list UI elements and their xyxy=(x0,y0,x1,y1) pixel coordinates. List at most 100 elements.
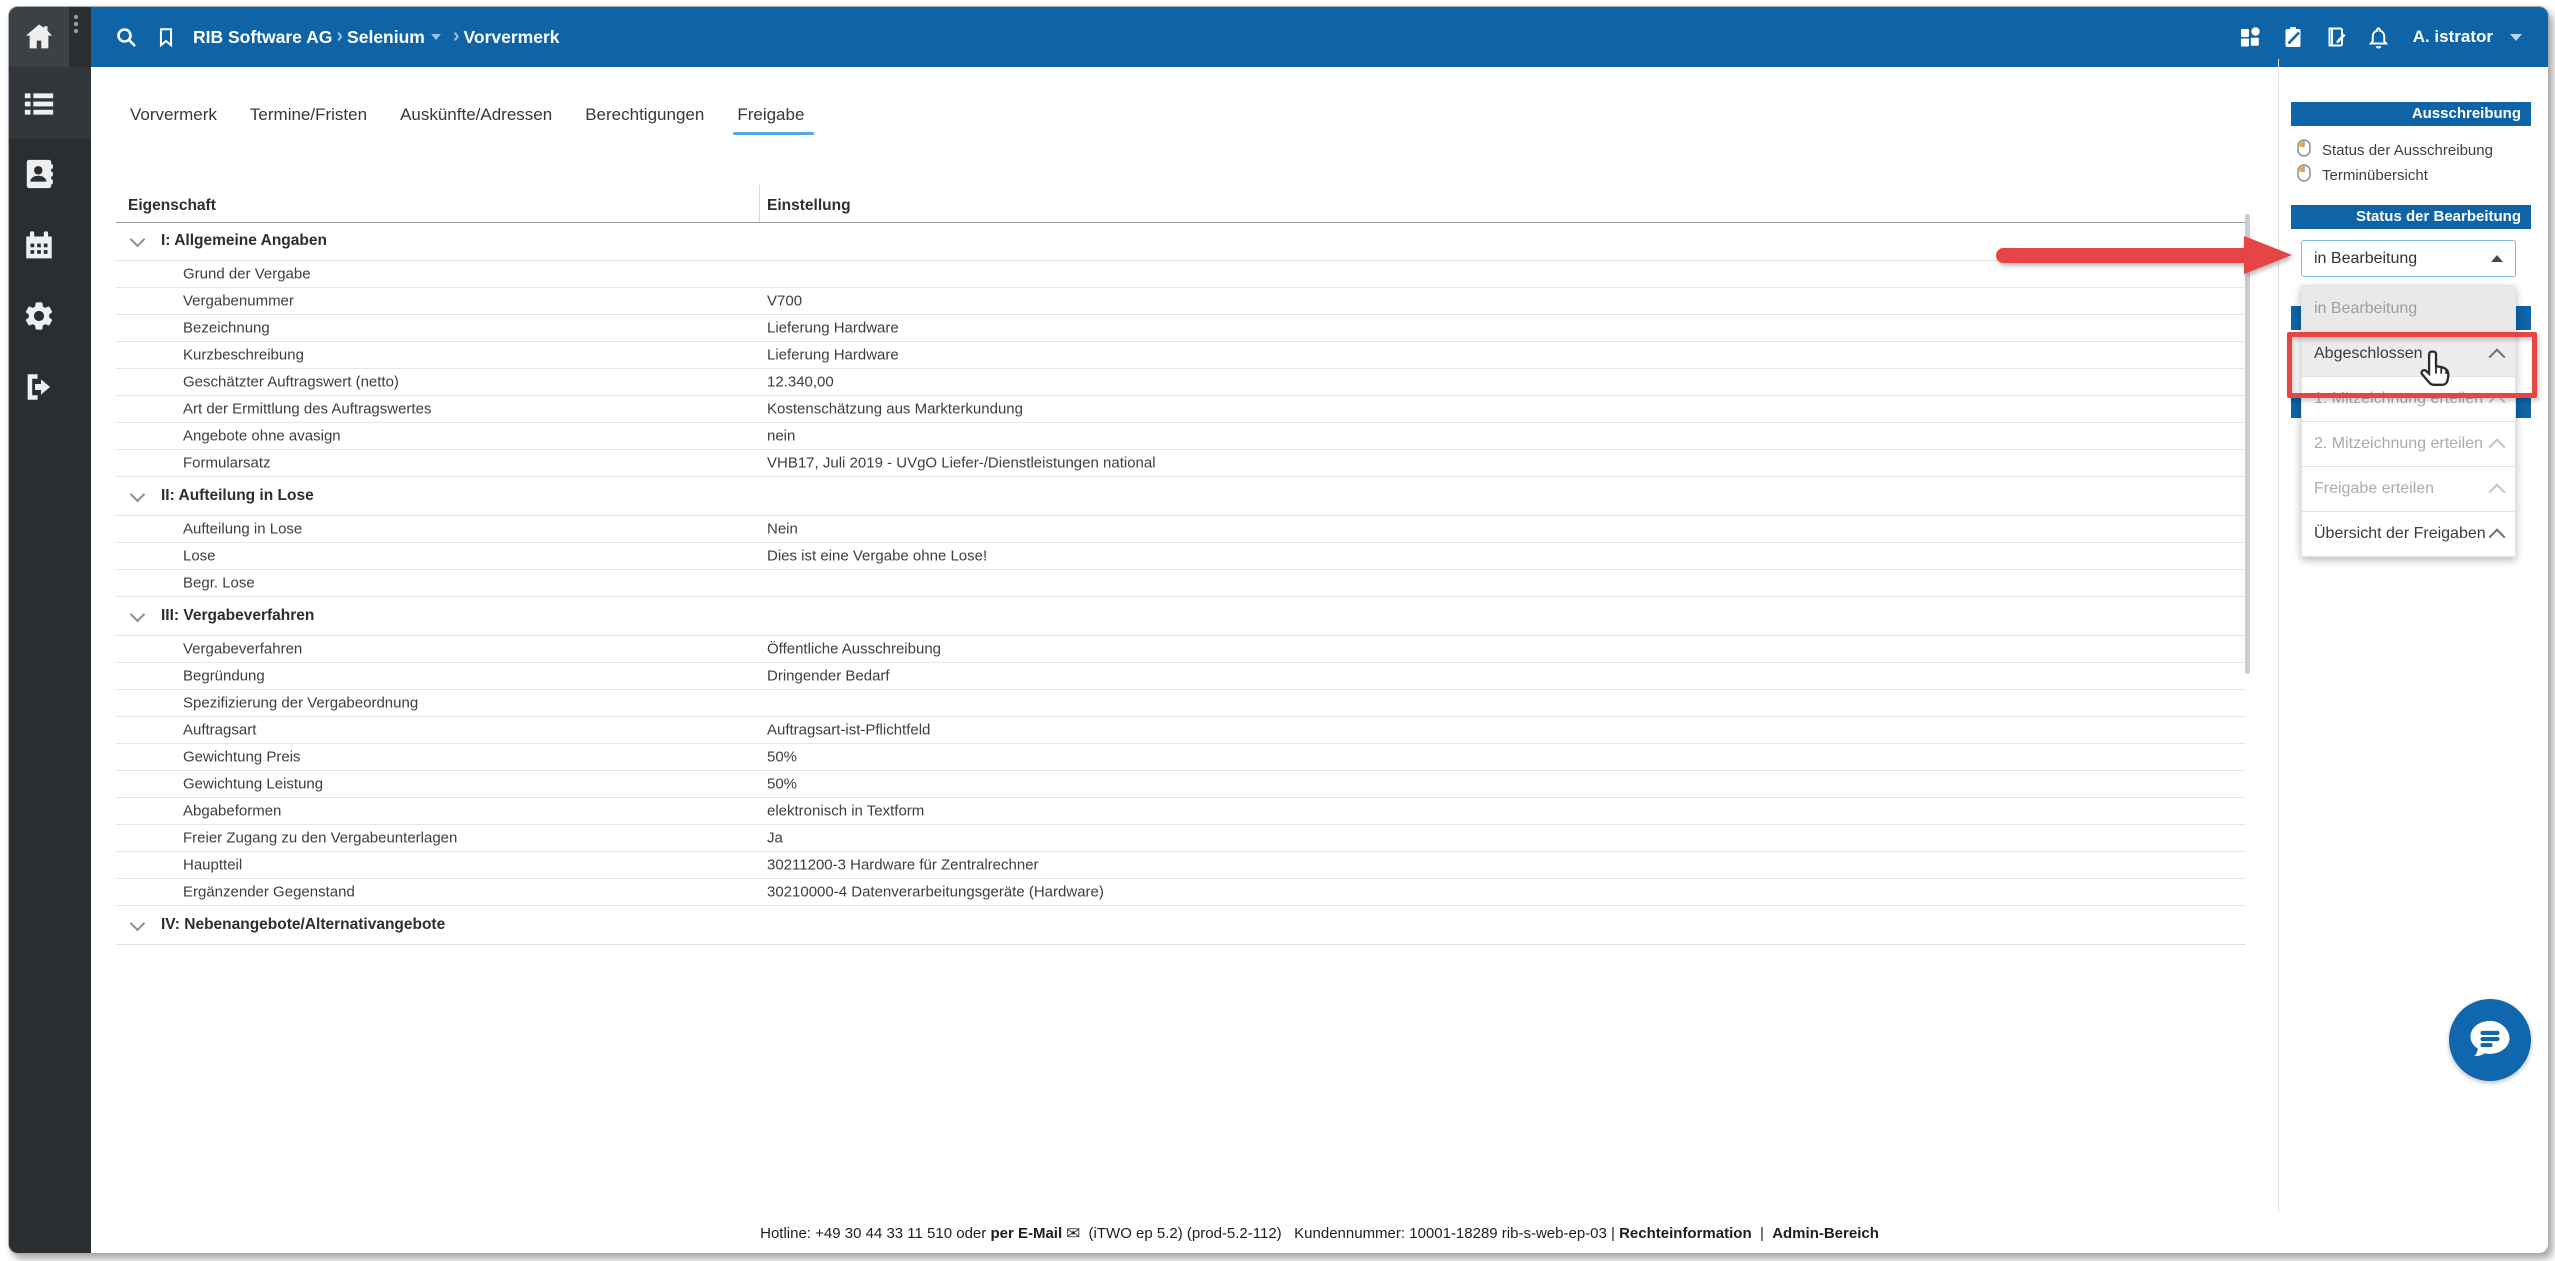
status-select[interactable]: in Bearbeitung xyxy=(2301,240,2516,277)
breadcrumb-dropdown-caret-icon[interactable] xyxy=(430,34,441,40)
column-divider xyxy=(759,185,760,222)
row-label: Vergabeverfahren xyxy=(183,640,303,658)
breadcrumb-project[interactable]: Selenium xyxy=(347,26,425,47)
content-panel-divider xyxy=(2278,59,2279,1212)
select-caret-up-icon xyxy=(2491,255,2503,262)
chevron-down-icon[interactable] xyxy=(129,486,146,502)
table-row-art-der-ermittlung-des-auftragswertes: Art der Ermittlung des Auftragswertes Kos… xyxy=(116,396,2246,423)
annotation-arrow-head xyxy=(2244,236,2292,274)
list-icon[interactable] xyxy=(20,85,58,123)
annotation-arrow xyxy=(1996,248,2254,263)
status-dropdown-list: in Bearbeitung Abgeschlossen 1. Mitzeichnu… xyxy=(2301,285,2516,557)
panel-link-status-der-ausschreibung[interactable]: Status der Ausschreibung xyxy=(2297,139,2493,161)
table-row-formularsatz: Formularsatz VHB17, Juli 2019 - UVgO Lief… xyxy=(116,450,2246,477)
table-row-begründung: Begründung Dringender Bedarf xyxy=(116,663,2246,690)
top-bar: RIB Software AG › Selenium › Vorvermerk … xyxy=(91,7,2548,67)
row-value: elektronisch in Textform xyxy=(767,802,925,820)
row-label: Grund der Vergabe xyxy=(183,265,311,283)
row-value: 30210000-4 Datenverarbeitungsgeräte (Har… xyxy=(767,883,1104,901)
chat-button[interactable] xyxy=(2449,999,2531,1081)
row-label: Spezifizierung der Vergabeordnung xyxy=(183,694,419,712)
calendar-icon[interactable] xyxy=(20,226,58,264)
section-row-i-allgemeine-angaben[interactable]: I: Allgemeine Angaben xyxy=(116,222,2246,261)
breadcrumb-page[interactable]: Vorvermerk xyxy=(463,26,560,47)
footer: Hotline: +49 30 44 33 11 510 oder per E-… xyxy=(91,1214,2548,1253)
row-label: Geschätzter Auftragswert (netto) xyxy=(183,373,399,391)
chevron-down-icon[interactable] xyxy=(129,915,146,931)
table-row-lose: Lose Dies ist eine Vergabe ohne Lose! xyxy=(116,543,2246,570)
chevron-down-icon[interactable] xyxy=(129,231,146,247)
table-row-ergänzender-gegenstand: Ergänzender Gegenstand 30210000-4 Datenve… xyxy=(116,879,2246,906)
footer-text: | xyxy=(1751,1225,1773,1242)
table-row-hauptteil: Hauptteil 30211200-3 Hardware für Zentral… xyxy=(116,852,2246,879)
column-header-einstellung: Einstellung xyxy=(767,197,851,214)
row-value: Öffentliche Ausschreibung xyxy=(767,640,942,658)
breadcrumb-chevron-icon: › xyxy=(452,24,460,47)
table-row-aufteilung-in-lose: Aufteilung in Lose Nein xyxy=(116,516,2246,543)
bookmark-icon[interactable] xyxy=(153,24,179,50)
tab-berechtigungen[interactable]: Berechtigungen xyxy=(585,105,705,124)
column-header-eigenschaft: Eigenschaft xyxy=(128,197,216,214)
row-label: Angebote ohne avasign xyxy=(183,427,341,445)
footer-link-rechteinformation[interactable]: Rechteinformation xyxy=(1619,1225,1752,1242)
option-label: 2. Mitzeichnung erteilen xyxy=(2314,435,2483,452)
row-value: 50% xyxy=(767,748,798,766)
dropdown-option-freigabe-erteilen: Freigabe erteilen xyxy=(2302,466,2515,511)
row-label: Bezeichnung xyxy=(183,319,270,337)
dropdown-option-übersicht-der-freigaben[interactable]: Übersicht der Freigaben xyxy=(2302,511,2515,556)
row-label: Art der Ermittlung des Auftragswertes xyxy=(183,400,432,418)
table-row-gewichtung-leistung: Gewichtung Leistung 50% xyxy=(116,771,2246,798)
chevron-up-icon xyxy=(2488,438,2506,456)
table-row-kurzbeschreibung: Kurzbeschreibung Lieferung Hardware xyxy=(116,342,2246,369)
tab-vorvermerk[interactable]: Vorvermerk xyxy=(130,105,217,124)
user-menu[interactable]: A. istrator xyxy=(2412,27,2493,46)
tasks-clipboard-icon[interactable] xyxy=(2280,24,2306,50)
logout-icon[interactable] xyxy=(20,368,58,406)
search-icon[interactable] xyxy=(113,24,139,50)
breadcrumb-company[interactable]: RIB Software AG xyxy=(193,26,333,47)
breadcrumb: RIB Software AG › Selenium › Vorvermerk xyxy=(193,24,560,49)
dropdown-option-abgeschlossen[interactable]: Abgeschlossen xyxy=(2302,331,2515,376)
footer-text: (iTWO ep 5.2) (prod-5.2-112) Kundennumme… xyxy=(1084,1225,1620,1242)
table-row-angebote-ohne-avasign: Angebote ohne avasign nein xyxy=(116,423,2246,450)
mouse-icon xyxy=(2297,164,2311,186)
section-title: III: Vergabeverfahren xyxy=(161,607,315,624)
row-value: 12.340,00 xyxy=(767,373,834,391)
panel-link-label: Terminübersicht xyxy=(2322,166,2428,184)
panel-link-terminübersicht[interactable]: Terminübersicht xyxy=(2297,164,2428,186)
row-label: Hauptteil xyxy=(183,856,243,874)
chat-bubble-icon xyxy=(2470,1020,2510,1057)
journal-icon[interactable] xyxy=(2323,24,2349,50)
section-row-iv-nebenangebote-alternativangebote[interactable]: IV: Nebenangebote/Alternativangebote xyxy=(116,906,2246,945)
apps-grid-icon[interactable] xyxy=(2237,24,2263,50)
footer-link-per-e-mail[interactable]: per E-Mail xyxy=(990,1225,1063,1242)
hand-cursor-icon xyxy=(2417,348,2457,399)
contacts-book-icon[interactable] xyxy=(20,155,58,193)
tab-termine-fristen[interactable]: Termine/Fristen xyxy=(249,105,368,124)
table-row-bezeichnung: Bezeichnung Lieferung Hardware xyxy=(116,315,2246,342)
panel-link-label: Status der Ausschreibung xyxy=(2322,141,2493,159)
section-row-ii-aufteilung-in-lose[interactable]: II: Aufteilung in Lose xyxy=(116,477,2246,516)
row-value: Lieferung Hardware xyxy=(767,346,899,364)
footer-text: Hotline: +49 30 44 33 11 510 oder xyxy=(760,1225,991,1242)
footer-link-admin-bereich[interactable]: Admin-Bereich xyxy=(1772,1225,1879,1242)
row-label: Kurzbeschreibung xyxy=(183,346,304,364)
sidebar xyxy=(9,7,91,1253)
tab-auskünfte-adressen[interactable]: Auskünfte/Adressen xyxy=(400,105,553,124)
user-caret-icon[interactable] xyxy=(2510,33,2522,41)
section-title: IV: Nebenangebote/Alternativangebote xyxy=(161,916,446,933)
dropdown-option-2-mitzeichnung-erteilen: 2. Mitzeichnung erteilen xyxy=(2302,421,2515,466)
tab-freigabe[interactable]: Freigabe xyxy=(733,101,815,135)
row-value: VHB17, Juli 2019 - UVgO Liefer-/Dienstle… xyxy=(767,454,1156,472)
table-row-vergabenummer: Vergabenummer V700 xyxy=(116,288,2246,315)
chevron-down-icon[interactable] xyxy=(129,606,146,622)
table-scrollbar-thumb[interactable] xyxy=(2245,214,2250,674)
settings-gear-icon[interactable] xyxy=(20,297,58,335)
notifications-bell-icon[interactable] xyxy=(2366,24,2392,50)
row-value: Ja xyxy=(767,829,783,847)
sidebar-kebab-menu-icon[interactable] xyxy=(74,15,80,37)
section-row-iii-vergabeverfahren[interactable]: III: Vergabeverfahren xyxy=(116,597,2246,636)
row-value: Auftragsart-ist-Pflichtfeld xyxy=(767,721,931,739)
home-icon[interactable] xyxy=(20,18,58,56)
right-panel: Ausschreibung Status der Ausschreibung Te… xyxy=(2291,7,2531,1107)
